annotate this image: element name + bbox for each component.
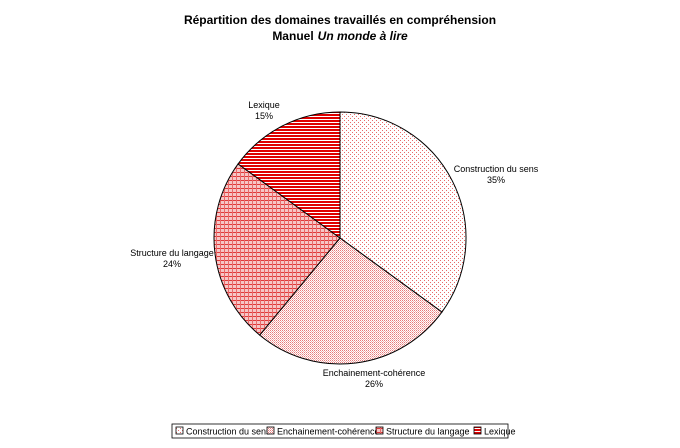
slice-label-name: Lexique [248, 100, 280, 110]
chart-title: Répartition des domaines travaillés en c… [184, 13, 496, 27]
slice-label-construction-du-sens: Construction du sens 35% [454, 164, 539, 185]
legend: Construction du sens Enchainement-cohéren… [171, 423, 516, 439]
slice-label-structure-du-langage: Structure du langage 24% [130, 248, 214, 269]
legend-swatch [175, 426, 184, 435]
legend-label: Construction du sens [186, 427, 271, 437]
chart-subtitle: Manuel Un monde à lire [272, 29, 408, 43]
pie-slice-structure-du-langage [213, 163, 341, 336]
slice-label-name: Enchainement-cohérence [323, 368, 426, 378]
chart-subtitle-prefix: Manuel [272, 29, 313, 43]
slice-label-percent: 26% [365, 379, 383, 389]
pie-slice-lexique [237, 111, 341, 239]
legend-frame [171, 423, 509, 439]
chart-subtitle-italic: Un monde à lire [318, 29, 408, 43]
slice-label-percent: 24% [163, 259, 181, 269]
legend-item-construction-du-sens: Construction du sens [175, 426, 271, 437]
pie-slice-construction-du-sens [339, 111, 467, 313]
slice-label-name: Construction du sens [454, 164, 539, 174]
legend-label: Structure du langage [386, 427, 470, 437]
legend-swatch [266, 426, 275, 435]
pie-slice-enchainement-coherence [258, 237, 443, 365]
slice-label-percent: 35% [487, 175, 505, 185]
legend-swatch [375, 426, 384, 435]
slice-label-name: Structure du langage [130, 248, 214, 258]
legend-label: Enchainement-cohérence [277, 427, 380, 437]
pie-slices [213, 111, 467, 365]
legend-item-structure-du-langage: Structure du langage [375, 426, 470, 437]
slice-label-percent: 15% [255, 111, 273, 121]
slice-label-enchainement-coherence: Enchainement-cohérence 26% [323, 368, 426, 389]
slice-label-lexique: Lexique 15% [248, 100, 280, 121]
legend-swatch [473, 426, 482, 435]
legend-item-enchainement-coherence: Enchainement-cohérence [266, 426, 380, 437]
pie-labels: Construction du sens 35% Enchainement-cohé… [130, 100, 539, 389]
legend-item-lexique: Lexique [473, 426, 516, 437]
legend-label: Lexique [484, 427, 516, 437]
